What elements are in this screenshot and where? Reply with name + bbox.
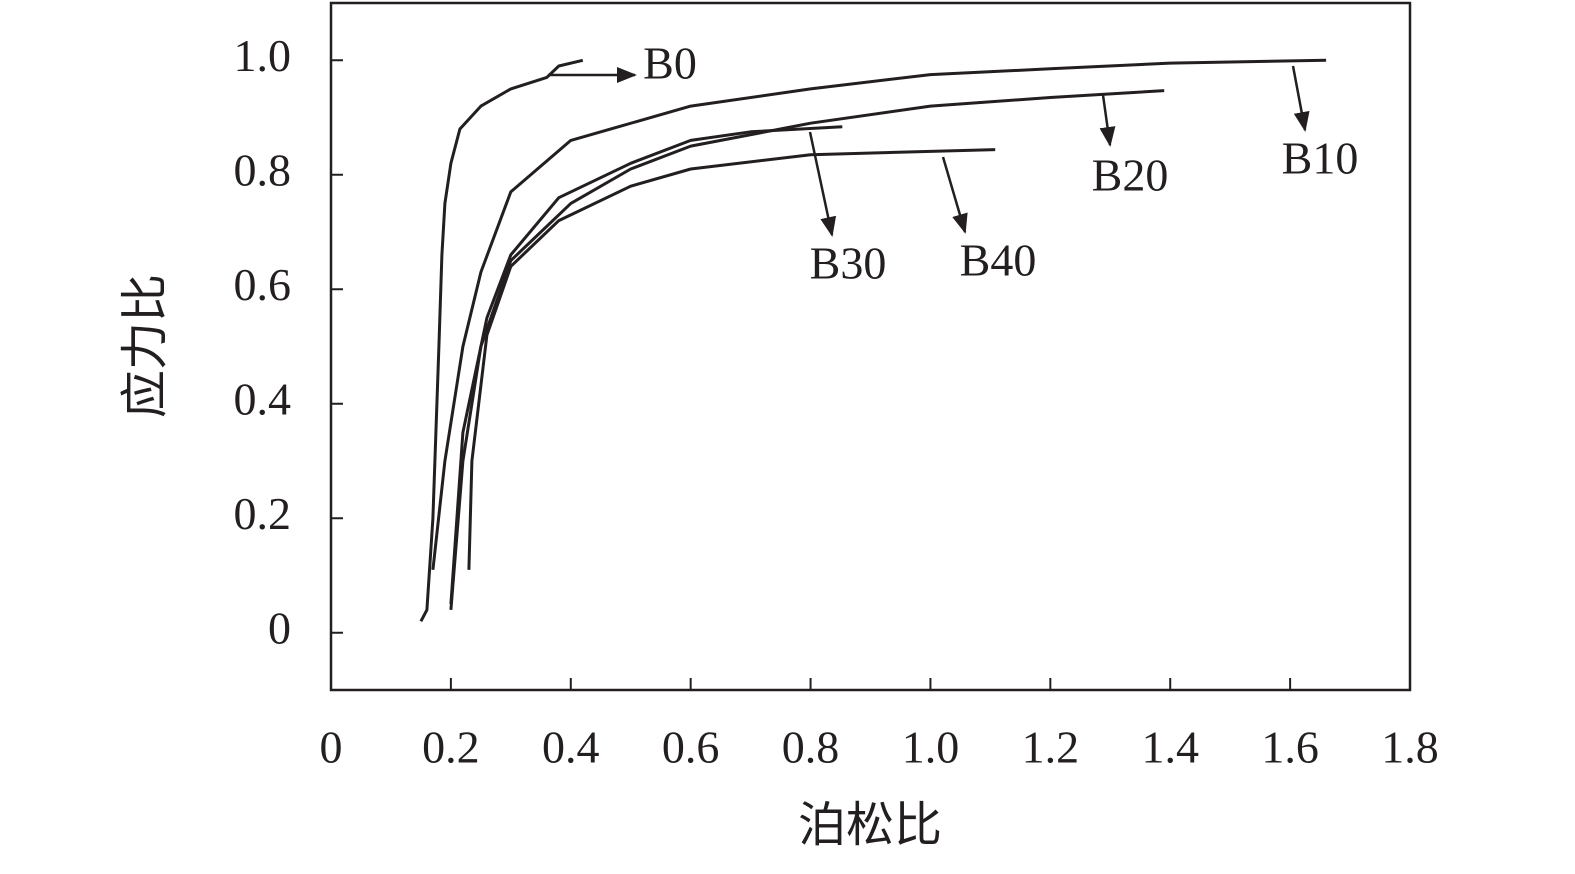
y-tick-label: 0.8 (234, 144, 292, 195)
x-tick-label: 0 (320, 722, 343, 773)
y-axis-title: 应力比 (119, 274, 172, 418)
x-tick-label: 1.6 (1261, 722, 1319, 773)
x-axis-title: 泊松比 (798, 799, 942, 852)
x-tick-label: 1.2 (1022, 722, 1080, 773)
series-label: B40 (960, 235, 1037, 286)
label-arrow (808, 131, 837, 237)
x-tick-label: 0.8 (782, 722, 840, 773)
x-tick-label: 0.4 (542, 722, 600, 773)
series-line (431, 58, 1327, 570)
series-label: B10 (1282, 133, 1359, 184)
label-arrow (1099, 94, 1116, 147)
y-tick-label: 1.0 (234, 30, 292, 81)
label-arrow (941, 156, 968, 234)
series-line (467, 148, 996, 570)
series-line (449, 125, 843, 605)
series-label: B0 (643, 38, 697, 89)
x-tick-label: 1.4 (1141, 722, 1199, 773)
x-tick-label: 1.0 (902, 722, 960, 773)
label-arrow (1291, 65, 1310, 132)
x-tick-label: 1.8 (1381, 722, 1439, 773)
series-label: B30 (810, 238, 887, 289)
y-tick-label: 0.6 (234, 259, 292, 310)
series-label: B20 (1092, 150, 1169, 201)
y-tick-label: 0.2 (234, 488, 292, 539)
x-tick-label: 0.6 (662, 722, 720, 773)
plot-frame (329, 1, 1412, 692)
series-line (419, 58, 584, 622)
series-line (449, 89, 1165, 611)
y-tick-label: 0.4 (234, 373, 292, 424)
x-tick-label: 0.2 (422, 722, 480, 773)
y-tick-label: 0 (268, 602, 291, 653)
